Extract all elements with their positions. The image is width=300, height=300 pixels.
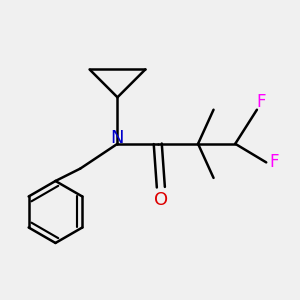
Text: F: F xyxy=(257,93,266,111)
Text: F: F xyxy=(269,153,279,171)
Text: N: N xyxy=(111,129,124,147)
Text: O: O xyxy=(154,190,168,208)
